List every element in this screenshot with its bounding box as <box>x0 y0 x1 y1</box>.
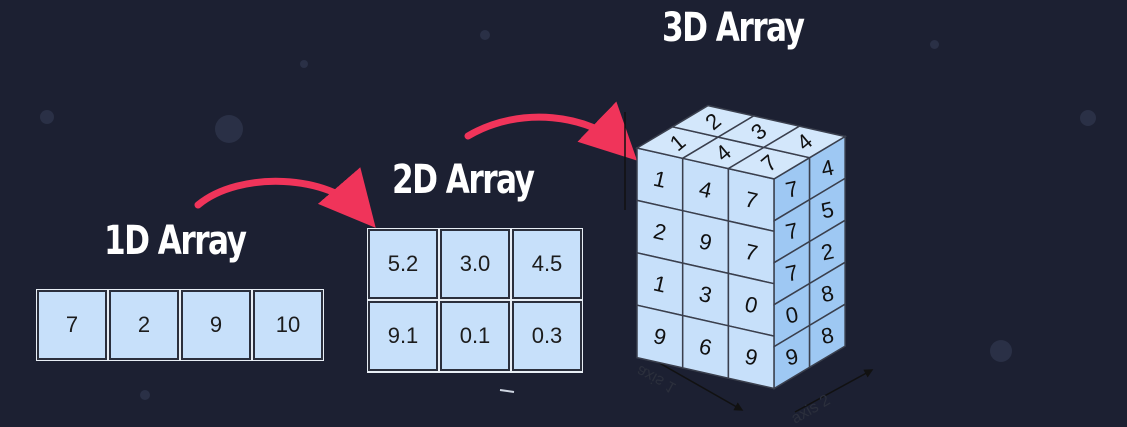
array-2d-cell: 5.2 <box>368 229 438 299</box>
cube-side-value: 8 <box>819 280 836 307</box>
array-1d-cell: 2 <box>109 290 179 360</box>
array-2d-cell: 3.0 <box>440 229 510 299</box>
cube-side-value: 8 <box>819 322 836 349</box>
title-2d-array: 2D Array <box>392 157 535 203</box>
axis-2-arrow <box>794 369 874 413</box>
stray-mark <box>499 389 515 393</box>
title-1d-array: 1D Array <box>104 218 247 264</box>
cube-front-value: 9 <box>651 323 669 350</box>
cube-front-value: 7 <box>743 239 761 266</box>
cube-side-value: 7 <box>783 218 800 245</box>
cube-side-value: 7 <box>783 260 800 287</box>
background-speck <box>480 30 490 40</box>
title-3d-array: 3D Array <box>662 5 805 51</box>
array-2d-cell: 9.1 <box>368 301 438 371</box>
background-speck <box>1080 110 1096 126</box>
cube-side-value: 7 <box>783 176 800 203</box>
background-speck <box>140 390 150 400</box>
cube-side-value: 5 <box>819 196 836 223</box>
cube-front-value: 2 <box>651 218 669 245</box>
array-1d-cell: 10 <box>253 290 323 360</box>
cube-front-value: 0 <box>743 291 761 318</box>
cube-side-value: 2 <box>819 238 836 265</box>
cube-front-value: 6 <box>697 333 715 360</box>
cube-front-value: 1 <box>651 166 669 193</box>
cube-front-value: 3 <box>697 281 715 308</box>
array-2d-cell: 0.1 <box>440 301 510 371</box>
axis-1-label: axis 1 <box>634 361 679 396</box>
background-speck <box>990 340 1012 362</box>
array-2d-cell: 4.5 <box>512 229 582 299</box>
array-1d-cell: 9 <box>181 290 251 360</box>
array-1d-cell: 7 <box>37 290 107 360</box>
cube-side-value: 4 <box>819 155 836 182</box>
background-speck <box>40 110 54 124</box>
cube-side-value: 0 <box>783 301 800 328</box>
cube-front-value: 4 <box>697 176 715 203</box>
arrow-2d-to-3d <box>464 101 638 161</box>
background-speck <box>930 40 939 49</box>
cube-front-value: 1 <box>651 271 669 298</box>
background-speck <box>300 60 308 68</box>
array-2d-cell: 0.3 <box>512 301 582 371</box>
cube-top-cell <box>761 125 848 159</box>
cube-side-value: 9 <box>783 343 800 370</box>
axis-2-label: axis 2 <box>789 392 834 427</box>
cube-front-value: 9 <box>697 228 715 255</box>
arrow-1d-to-2d <box>194 167 376 228</box>
cube-side-cell <box>808 302 846 369</box>
background-speck <box>215 115 243 143</box>
cube-front-value: 9 <box>743 344 761 371</box>
cube-front-value: 7 <box>743 186 761 213</box>
